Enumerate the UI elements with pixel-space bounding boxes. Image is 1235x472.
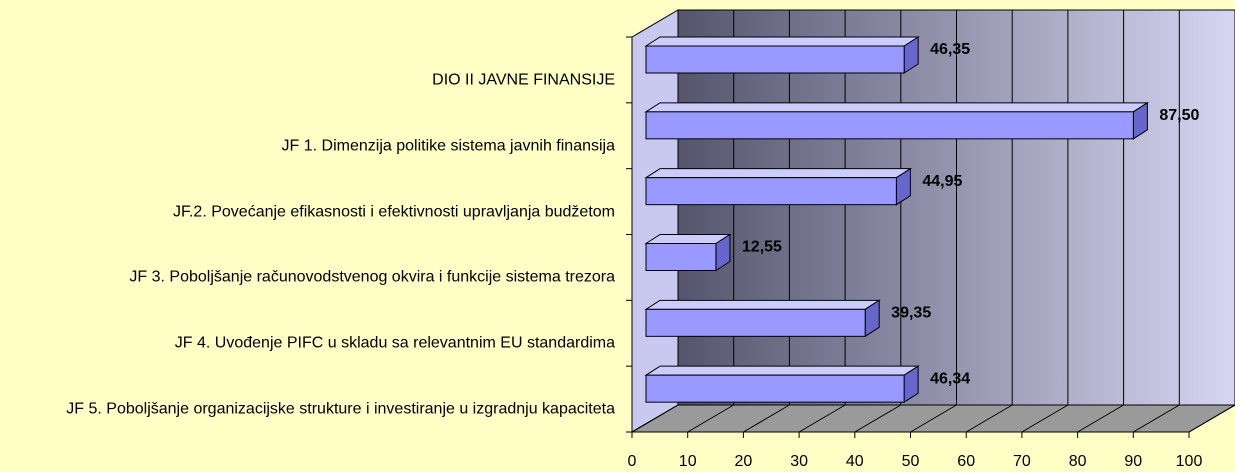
value-label: 87,50 — [1159, 107, 1199, 124]
bar — [645, 243, 717, 271]
floor-grid-line — [743, 404, 790, 433]
y-tick-label: JF 4. Uvođenje PIFC u skladu sa relevant… — [174, 334, 615, 352]
bar-top — [644, 365, 920, 376]
floor-grid-line — [1133, 404, 1180, 433]
bar-top — [644, 168, 913, 179]
floor-grid-line — [631, 404, 679, 433]
x-tick-label: 70 — [1013, 453, 1031, 470]
value-label: 12,55 — [742, 239, 782, 256]
x-tick-label: 60 — [957, 453, 975, 470]
bar-top — [644, 102, 1150, 113]
x-tick-label: 100 — [1176, 453, 1203, 470]
floor-grid-line — [965, 404, 1013, 433]
bar — [645, 177, 897, 206]
x-tick-label: 40 — [846, 453, 864, 470]
value-label: 46,34 — [930, 370, 970, 387]
y-tick-label: JF 3. Poboljšanje računovodstvenog okvir… — [129, 268, 615, 286]
floor-grid-line — [1188, 404, 1235, 433]
value-label: 39,35 — [891, 305, 931, 322]
x-tick-label: 50 — [902, 453, 920, 470]
y-tick-label: JF.2. Povećanje efikasnosti i efektivnos… — [172, 203, 615, 221]
y-tick-label: JF 1. Dimenzija politike sistema javnih … — [281, 137, 615, 155]
value-label: 46,35 — [930, 41, 970, 58]
floor-grid-line — [854, 404, 902, 433]
x-tick-label: 0 — [628, 453, 637, 470]
floor-grid-line — [910, 404, 957, 433]
x-tick-label: 90 — [1124, 453, 1142, 470]
bar-top — [644, 36, 920, 47]
x-tick-label: 20 — [735, 453, 753, 470]
y-tick-label: JF 5. Poboljšanje organizacijske struktu… — [66, 400, 615, 418]
bar — [645, 111, 1134, 140]
floor-grid-line — [687, 404, 734, 433]
bar — [645, 374, 905, 403]
floor-grid-line — [1077, 404, 1124, 433]
value-label: 44,95 — [922, 173, 962, 190]
bar-top — [644, 299, 881, 310]
y-tick-label: DIO II JAVNE FINANSIJE — [432, 71, 615, 89]
x-tick-label: 80 — [1069, 453, 1087, 470]
floor-grid-line — [1021, 404, 1069, 433]
x-tick-label: 10 — [679, 453, 697, 470]
bar — [645, 45, 905, 74]
x-tick-label: 30 — [790, 453, 808, 470]
floor-grid-line — [798, 404, 846, 433]
bar — [645, 308, 866, 337]
